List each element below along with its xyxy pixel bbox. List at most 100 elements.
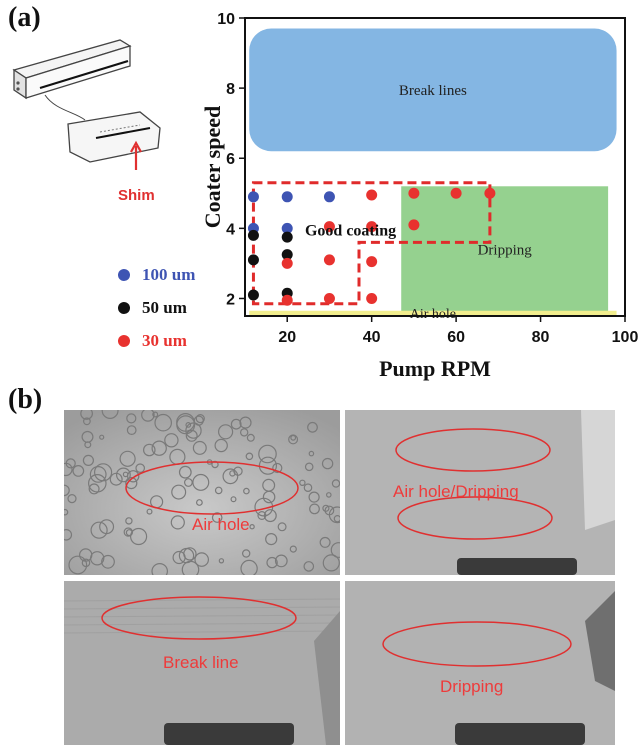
bubble	[88, 483, 100, 495]
bubble	[262, 490, 276, 504]
bubble	[211, 512, 223, 523]
bubble	[80, 410, 93, 420]
bubble	[81, 558, 91, 568]
bubble	[164, 433, 179, 448]
bubble	[126, 413, 137, 424]
point-50-um-1	[281, 231, 293, 243]
bubble	[178, 547, 195, 564]
bubble	[333, 515, 340, 523]
plot-frame	[244, 17, 626, 317]
bubble	[84, 441, 92, 449]
chart-figure: Shim Break lines Dripping Air hole Good coa…	[12, 11, 638, 381]
point-30-um-10	[323, 292, 335, 304]
legend-item-100um: 100 um	[118, 258, 195, 291]
bubble	[309, 503, 320, 515]
point-30-um-6	[484, 187, 496, 199]
bubble	[146, 508, 153, 515]
x-tick-label-40: 40	[363, 329, 381, 346]
photo-air-hole-dripping-texture	[345, 410, 615, 575]
bubble	[233, 466, 243, 476]
shim-label: Shim	[118, 187, 155, 204]
region-break-lines	[249, 28, 617, 152]
point-100-um-0	[247, 191, 259, 203]
bubble	[192, 473, 210, 491]
region-dripping	[401, 186, 609, 313]
region-label-air-hole: Air hole	[410, 307, 456, 322]
bubble	[243, 487, 250, 495]
x-tick-label-20: 20	[278, 329, 296, 346]
bubble	[288, 434, 299, 445]
point-30-um-1	[366, 221, 378, 233]
bubble	[266, 556, 278, 569]
bubble	[135, 463, 145, 473]
bubble	[72, 465, 85, 477]
point-30-um-8	[366, 256, 378, 268]
bubble	[265, 533, 278, 546]
bubble	[324, 505, 335, 516]
y-tick-label-10: 10	[217, 11, 235, 28]
point-30-um-2	[408, 219, 420, 231]
bubble	[240, 559, 258, 575]
bubble	[123, 527, 134, 537]
bubble	[151, 563, 168, 575]
point-50-um-0	[247, 229, 259, 241]
bubble	[126, 425, 137, 436]
bubble	[151, 440, 167, 456]
bubble	[122, 471, 129, 478]
legend-item-30um: 30 um	[118, 324, 195, 357]
bubble	[222, 468, 239, 485]
bubble	[325, 492, 332, 498]
bubble	[64, 484, 70, 497]
point-50-um-3	[281, 249, 293, 261]
bubble	[67, 493, 77, 504]
bubble	[83, 417, 91, 426]
bubble	[230, 418, 242, 430]
point-100-um-2	[323, 191, 335, 203]
photo-air-hole: Air hole	[64, 410, 340, 575]
bubble	[178, 465, 192, 479]
bubble	[331, 479, 340, 488]
bubble	[89, 466, 107, 483]
photo-caption-dripping: Dripping	[440, 677, 504, 696]
legend-dot-30um	[118, 334, 130, 347]
bubble	[299, 479, 306, 487]
bubble	[246, 433, 255, 442]
bubble	[176, 412, 195, 432]
y-tick-label-4: 4	[226, 221, 235, 238]
photo-break-line: Break line	[64, 581, 340, 745]
bubble	[185, 421, 192, 428]
bubble	[230, 496, 237, 503]
legend-dot-100um	[118, 268, 130, 281]
bubble	[125, 517, 133, 525]
coater-device-illustration	[12, 39, 161, 170]
bubble	[64, 529, 73, 541]
bubble	[289, 545, 297, 553]
bubble	[214, 438, 228, 453]
bubble	[322, 504, 330, 512]
bubble	[152, 411, 159, 418]
bubble	[101, 554, 115, 569]
point-30-um-4	[408, 187, 420, 199]
photo-break-line-texture	[64, 581, 340, 745]
good-coating-label: Good coating	[305, 222, 396, 239]
bubble	[68, 555, 88, 575]
bubble	[303, 561, 315, 572]
bubble	[119, 450, 136, 467]
bubble	[82, 454, 94, 467]
bubble	[154, 413, 172, 432]
bubble	[64, 462, 73, 477]
x-tick-label-100: 100	[612, 329, 638, 346]
y-tick-label-6: 6	[226, 151, 235, 168]
legend-dot-50um	[118, 301, 130, 314]
bubble	[143, 443, 156, 457]
bubble	[241, 549, 251, 558]
region-label-dripping: Dripping	[478, 242, 533, 258]
photo-air-hole-texture	[64, 410, 340, 575]
bubble	[93, 463, 113, 482]
bubble	[195, 414, 205, 424]
bubble	[307, 421, 318, 433]
point-30-um-3	[366, 189, 378, 201]
bubble	[194, 552, 209, 567]
bubble	[274, 554, 288, 568]
point-50-um-4	[247, 289, 259, 301]
